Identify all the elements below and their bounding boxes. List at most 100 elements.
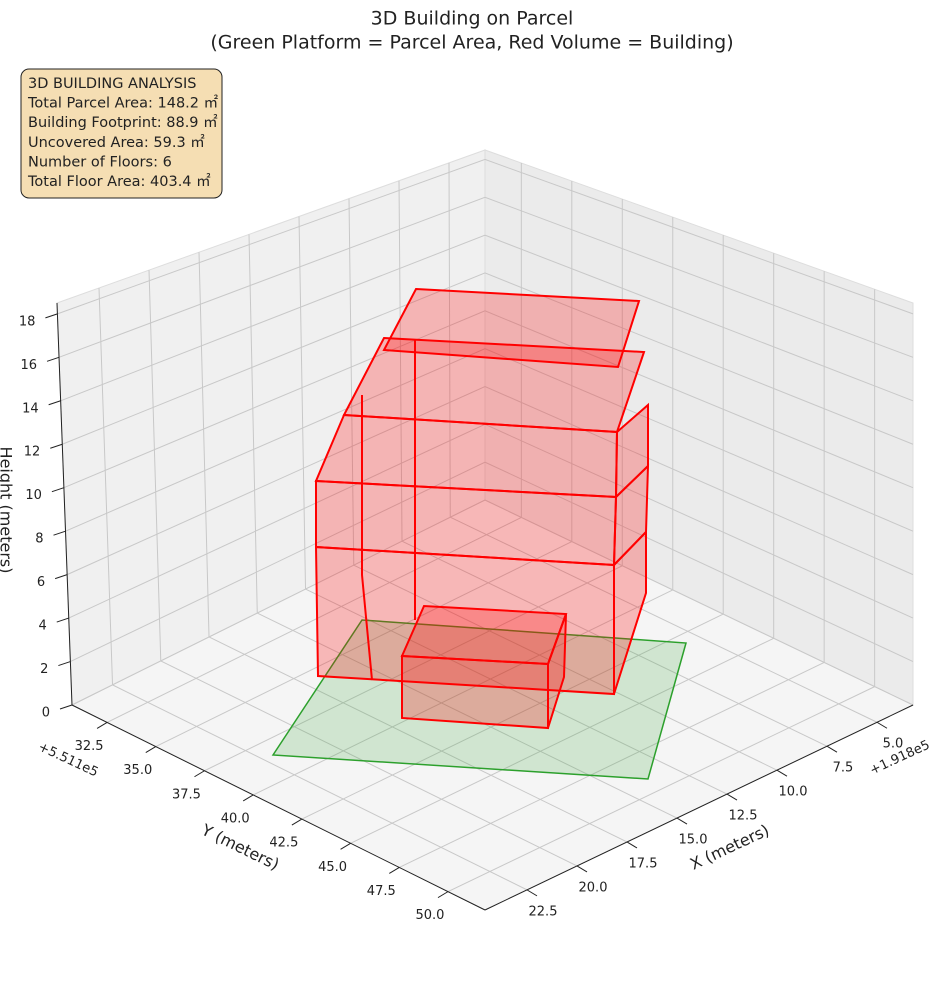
y-tick-label: 45.0 [318, 860, 347, 875]
grid-line [106, 162, 522, 723]
y-tick [194, 770, 205, 778]
info-line: Number of Floors: 6 [28, 154, 172, 170]
y-tick-label: 50.0 [416, 908, 445, 923]
grid-line [155, 181, 573, 748]
z-tick [51, 487, 65, 493]
z-tick [54, 574, 68, 580]
z-tick-label: 16 [20, 358, 37, 373]
y-tick [389, 867, 400, 874]
grid-line [399, 271, 825, 868]
z-tick-label: 0 [42, 706, 50, 721]
y-tick-label: 32.5 [75, 739, 104, 754]
y-axis-line [71, 704, 486, 911]
z-tick-label: 12 [24, 445, 41, 460]
info-box: 3D BUILDING ANALYSIS Total Parcel Area: 1… [20, 68, 223, 199]
z-tick [45, 313, 58, 319]
grid-line [248, 234, 678, 819]
grid-line [62, 272, 914, 445]
z-tick [50, 443, 63, 449]
building-face [342, 336, 646, 434]
z-tick-label: 6 [37, 575, 45, 590]
info-line: Uncovered Area: 59.3 ㎡ [28, 134, 205, 151]
x-axis-line [484, 704, 914, 911]
x-tick-label: 20.0 [579, 880, 608, 895]
grid-line [66, 385, 914, 576]
x-tick-label: 17.5 [629, 856, 658, 871]
x-tick [526, 889, 538, 897]
y-tick [96, 721, 108, 729]
grid [57, 158, 914, 893]
z-tick [46, 356, 60, 362]
x-tick-label: 7.5 [833, 761, 854, 776]
grid-line [252, 217, 674, 796]
x-tick-label: 12.5 [729, 809, 758, 824]
x-tick-label: 10.0 [779, 785, 808, 800]
grid-line [58, 196, 914, 358]
x-tick [626, 841, 638, 849]
x-tick-label: 5.0 [883, 737, 904, 752]
z-tick [48, 400, 61, 406]
x-tick [776, 769, 788, 777]
z-tick-label: 18 [19, 314, 36, 329]
y-tick [242, 794, 254, 802]
info-line: Total Floor Area: 403.4 ㎡ [27, 173, 211, 190]
y-tick [291, 818, 303, 826]
info-line: Total Parcel Area: 148.2 ㎡ [27, 95, 219, 112]
building-face [382, 287, 641, 369]
building [271, 287, 687, 780]
y-tick-label: 37.5 [172, 787, 201, 802]
y-tick-label: 47.5 [367, 884, 396, 899]
grid-line [398, 180, 828, 747]
grid-line [348, 198, 778, 771]
z-tick-label: 4 [38, 619, 46, 634]
building-face [400, 604, 568, 666]
x-tick [876, 721, 888, 729]
z-tick [53, 530, 66, 536]
chart-subtitle: (Green Platform = Parcel Area, Red Volum… [210, 32, 733, 54]
x-tick [676, 817, 688, 825]
grid-line [65, 348, 914, 532]
y-tick [437, 891, 449, 899]
grid-line [60, 234, 914, 402]
z-axis-label: Height (meters) [0, 447, 16, 574]
grid-line [448, 162, 878, 723]
y-tick-label: 40.0 [221, 811, 250, 826]
building-edge [361, 395, 373, 681]
z-tick [59, 704, 73, 710]
y-tick-label: 42.5 [269, 836, 298, 851]
x-tick-label: 15.0 [679, 833, 708, 848]
chart-title: 3D Building on Parcel [371, 8, 574, 30]
z-tick-label: 2 [40, 662, 48, 677]
y-tick-label: 35.0 [123, 763, 152, 778]
info-line: Building Footprint: 88.9 ㎡ [28, 114, 218, 131]
grid-line [298, 216, 728, 795]
grid-line [204, 199, 623, 772]
axes: 0 2 4 6 8 10 12 14 16 18 32.5 35.0 37.5 40.0 42.5 45.0 4… [19, 302, 914, 923]
z-tick-label: 10 [25, 488, 42, 503]
grid-line [447, 289, 876, 893]
grid-line [301, 235, 724, 820]
x-tick [726, 793, 738, 801]
info-box-bg [20, 68, 223, 199]
grid-line [98, 287, 528, 891]
grid-line [63, 310, 914, 489]
info-line: 3D BUILDING ANALYSIS [28, 76, 196, 92]
panes [56, 149, 915, 911]
grid-line [198, 252, 628, 843]
building-face [401, 654, 549, 730]
grid-line [57, 158, 914, 315]
z-tick-label: 8 [35, 532, 43, 547]
grid-line [71, 499, 914, 706]
z-tick [56, 617, 69, 623]
building-face [547, 613, 567, 729]
z-tick [58, 661, 71, 667]
parcel-platform [271, 619, 687, 780]
z-tick-label: 14 [22, 401, 39, 416]
x-tick-label: 22.5 [529, 904, 558, 919]
x-tick [576, 865, 588, 873]
y-tick [145, 746, 157, 754]
grid-line [148, 270, 578, 867]
grid-line [350, 253, 775, 844]
x-tick [826, 745, 838, 753]
